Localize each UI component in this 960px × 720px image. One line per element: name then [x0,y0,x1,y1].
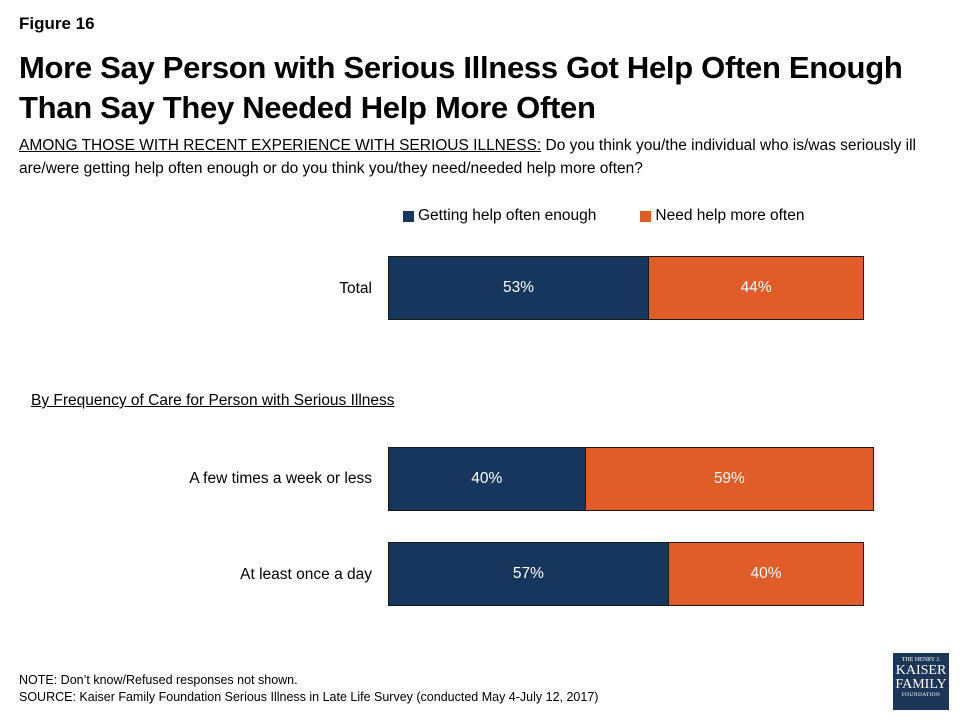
row-label-once-a-day: At least once a day [240,566,372,583]
bar-segment-getting-help: 53% [389,257,649,319]
section-label: By Frequency of Care for Person with Ser… [31,392,395,409]
legend-swatch-need-help [640,210,652,222]
data-label: 40% [750,565,782,582]
legend: Getting help often enough Need help more… [403,207,848,225]
legend-swatch-getting-help [403,210,414,222]
legend-label-getting-help: Getting help often enough [418,207,597,224]
bar-few-times-week: 40% 59% [388,447,875,511]
bar-segment-need-help: 59% [584,448,874,510]
bar-once-a-day: 57% 40% [388,542,865,606]
legend-item-need-help: Need help more often [640,207,804,225]
chart-title: More Say Person with Serious Illness Got… [19,50,903,125]
legend-item-getting-help: Getting help often enough [403,207,596,225]
data-label: 57% [512,565,544,582]
source-text: SOURCE: Kaiser Family Foundation Serious… [19,690,599,704]
row-label-few-times-week: A few times a week or less [189,470,372,487]
kff-logo: THE HENRY J. KAISER FAMILY FOUNDATION [893,653,949,710]
row-label-total: Total [339,280,372,297]
chart-subtitle: AMONG THOSE WITH RECENT EXPERIENCE WITH … [19,134,929,180]
bar-segment-getting-help: 40% [389,448,585,510]
note-text: NOTE: Don’t know/Refused responses not s… [19,673,298,687]
bar-segment-getting-help: 57% [389,543,668,605]
subtitle-lead: AMONG THOSE WITH RECENT EXPERIENCE WITH … [19,137,542,154]
data-label: 40% [471,470,503,487]
legend-label-need-help: Need help more often [655,207,805,224]
bar-segment-need-help: 44% [648,257,864,319]
bar-segment-need-help: 40% [667,543,864,605]
data-label: 59% [713,470,745,487]
footnotes: NOTE: Don’t know/Refused responses not s… [19,672,598,706]
data-label: 44% [740,279,772,296]
subtitle-question: Do you think you/the individual who is/w… [19,137,916,177]
data-label: 53% [503,279,535,296]
bar-total: 53% 44% [388,256,865,320]
figure-label: Figure 16 [19,14,95,33]
